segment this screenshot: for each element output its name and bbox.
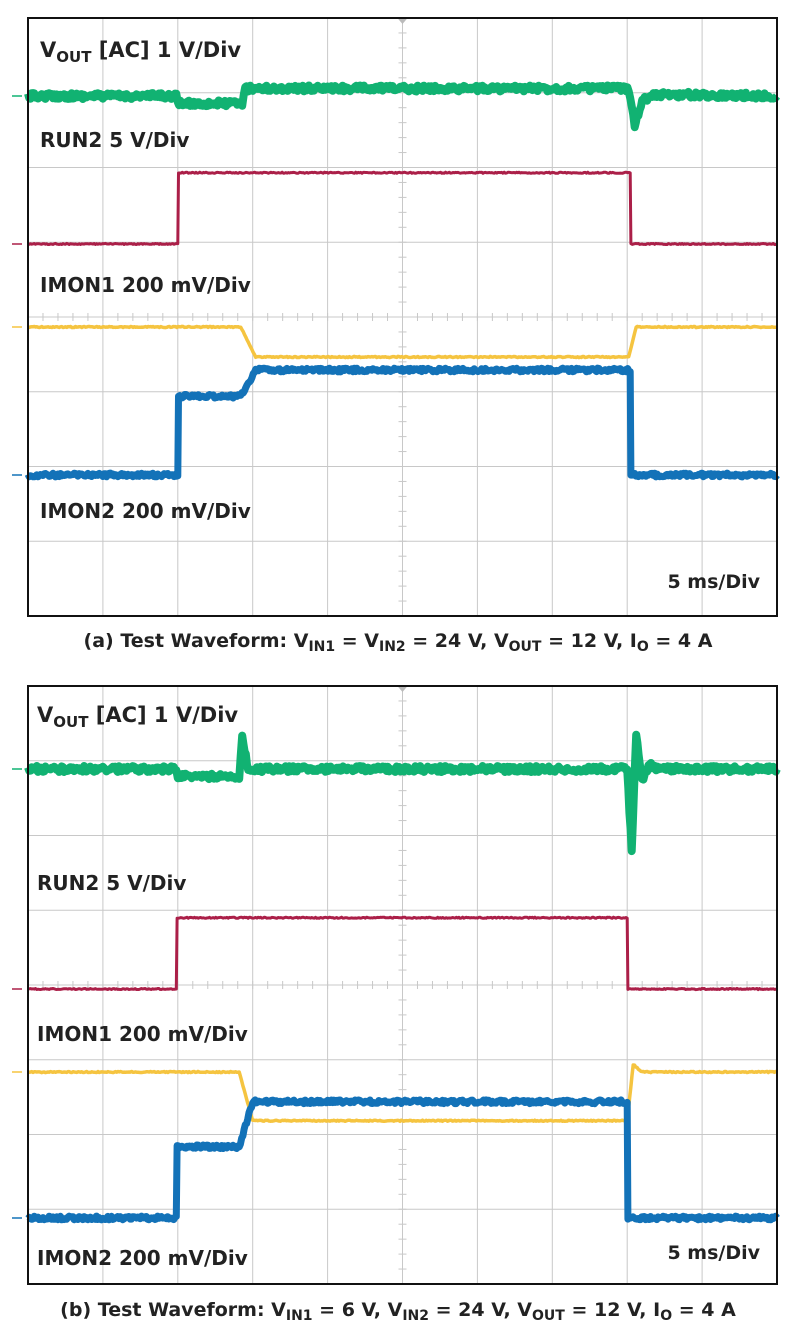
run2-trace xyxy=(27,170,778,247)
caption-b: (b) Test Waveform: VIN1 = 6 V, VIN2 = 24… xyxy=(60,1299,736,1324)
imon1-label-a: IMON1 200 mV/Div xyxy=(40,273,251,297)
scope-panel-a: VOUT [AC] 1 V/Div RUN2 5 V/Div IMON1 200… xyxy=(0,0,796,665)
vout-label-b: VOUT [AC] 1 V/Div xyxy=(37,703,238,731)
imon1-trace xyxy=(27,1063,778,1124)
imon2-trace xyxy=(25,1096,780,1224)
timebase-label-b: 5 ms/Div xyxy=(667,1242,760,1264)
run2-label-a: RUN2 5 V/Div xyxy=(40,128,189,152)
run2-trace xyxy=(27,915,778,992)
imon2-label-b: IMON2 200 mV/Div xyxy=(37,1246,248,1270)
vout-trace xyxy=(24,730,781,856)
imon2-trace xyxy=(24,364,780,481)
oscilloscope-plot-a: VOUT [AC] 1 V/Div RUN2 5 V/Div IMON1 200… xyxy=(12,17,781,617)
oscilloscope-plot-b: VOUT [AC] 1 V/Div RUN2 5 V/Div IMON1 200… xyxy=(12,685,781,1285)
plot-frame-a xyxy=(27,17,778,617)
run2-label-b: RUN2 5 V/Div xyxy=(37,871,186,895)
timebase-label-a: 5 ms/Div xyxy=(667,571,760,593)
scope-panel-b: VOUT [AC] 1 V/Div RUN2 5 V/Div IMON1 200… xyxy=(0,665,796,1341)
imon2-label-a: IMON2 200 mV/Div xyxy=(40,499,251,523)
imon1-trace xyxy=(27,324,778,360)
vout-label-a: VOUT [AC] 1 V/Div xyxy=(40,38,241,66)
imon1-label-b: IMON1 200 mV/Div xyxy=(37,1022,248,1046)
plot-frame-b xyxy=(27,685,778,1285)
vout-trace xyxy=(24,81,781,132)
caption-a: (a) Test Waveform: VIN1 = VIN2 = 24 V, V… xyxy=(83,630,713,655)
